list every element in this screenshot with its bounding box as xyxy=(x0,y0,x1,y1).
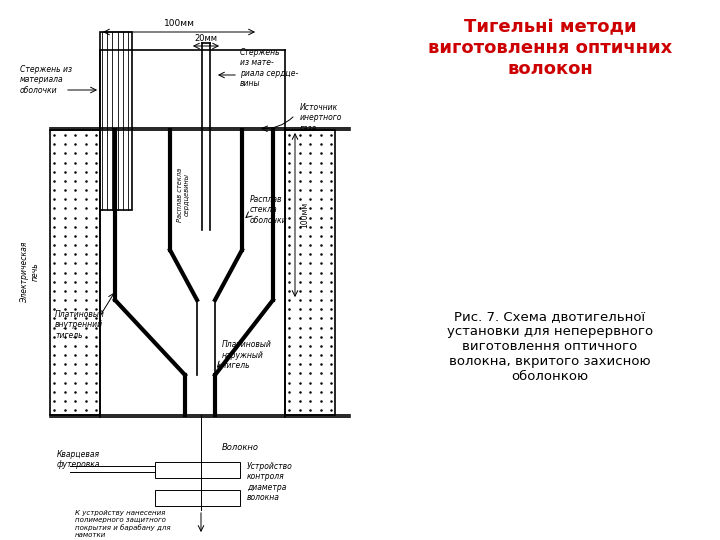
Text: Платиновый
наружный
тигель: Платиновый наружный тигель xyxy=(222,340,272,370)
Bar xyxy=(100,32,132,210)
Text: Стержень
из мате-
риала сердце-
вины: Стержень из мате- риала сердце- вины xyxy=(240,48,298,88)
Text: 20мм: 20мм xyxy=(194,34,217,43)
Text: Кварцевая
футеровка: Кварцевая футеровка xyxy=(56,450,100,469)
Text: Расплав стекла
сердцевины: Расплав стекла сердцевины xyxy=(176,168,189,222)
Bar xyxy=(155,462,240,478)
Text: Рис. 7. Схема двотигельної
установки для неперервного
виготовлення оптичного
вол: Рис. 7. Схема двотигельної установки для… xyxy=(447,310,653,383)
Bar xyxy=(50,130,100,415)
Bar xyxy=(155,490,240,506)
Text: Электрическая
печь: Электрическая печь xyxy=(20,241,40,303)
Bar xyxy=(285,130,335,415)
Text: 100мм: 100мм xyxy=(300,202,309,228)
Text: Волокно: Волокно xyxy=(222,443,259,453)
Text: Тигельні методи
виготовлення оптичних
волокон: Тигельні методи виготовлення оптичних во… xyxy=(428,18,672,78)
Text: К устройству нанесения
полимерного защитного
покрытия и барабану для
намотки: К устройству нанесения полимерного защит… xyxy=(75,510,171,538)
Text: 100мм: 100мм xyxy=(163,19,194,28)
Text: Платиновый
внутренний
тигель: Платиновый внутренний тигель xyxy=(55,310,105,340)
Text: Стержень из
материала
оболочки: Стержень из материала оболочки xyxy=(20,65,72,95)
Text: Источник
инертного
газа: Источник инертного газа xyxy=(300,103,343,133)
Text: Устройство
контроля
диаметра
волокна: Устройство контроля диаметра волокна xyxy=(247,462,293,502)
Text: Расплав
стекла
оболочки: Расплав стекла оболочки xyxy=(250,195,287,225)
